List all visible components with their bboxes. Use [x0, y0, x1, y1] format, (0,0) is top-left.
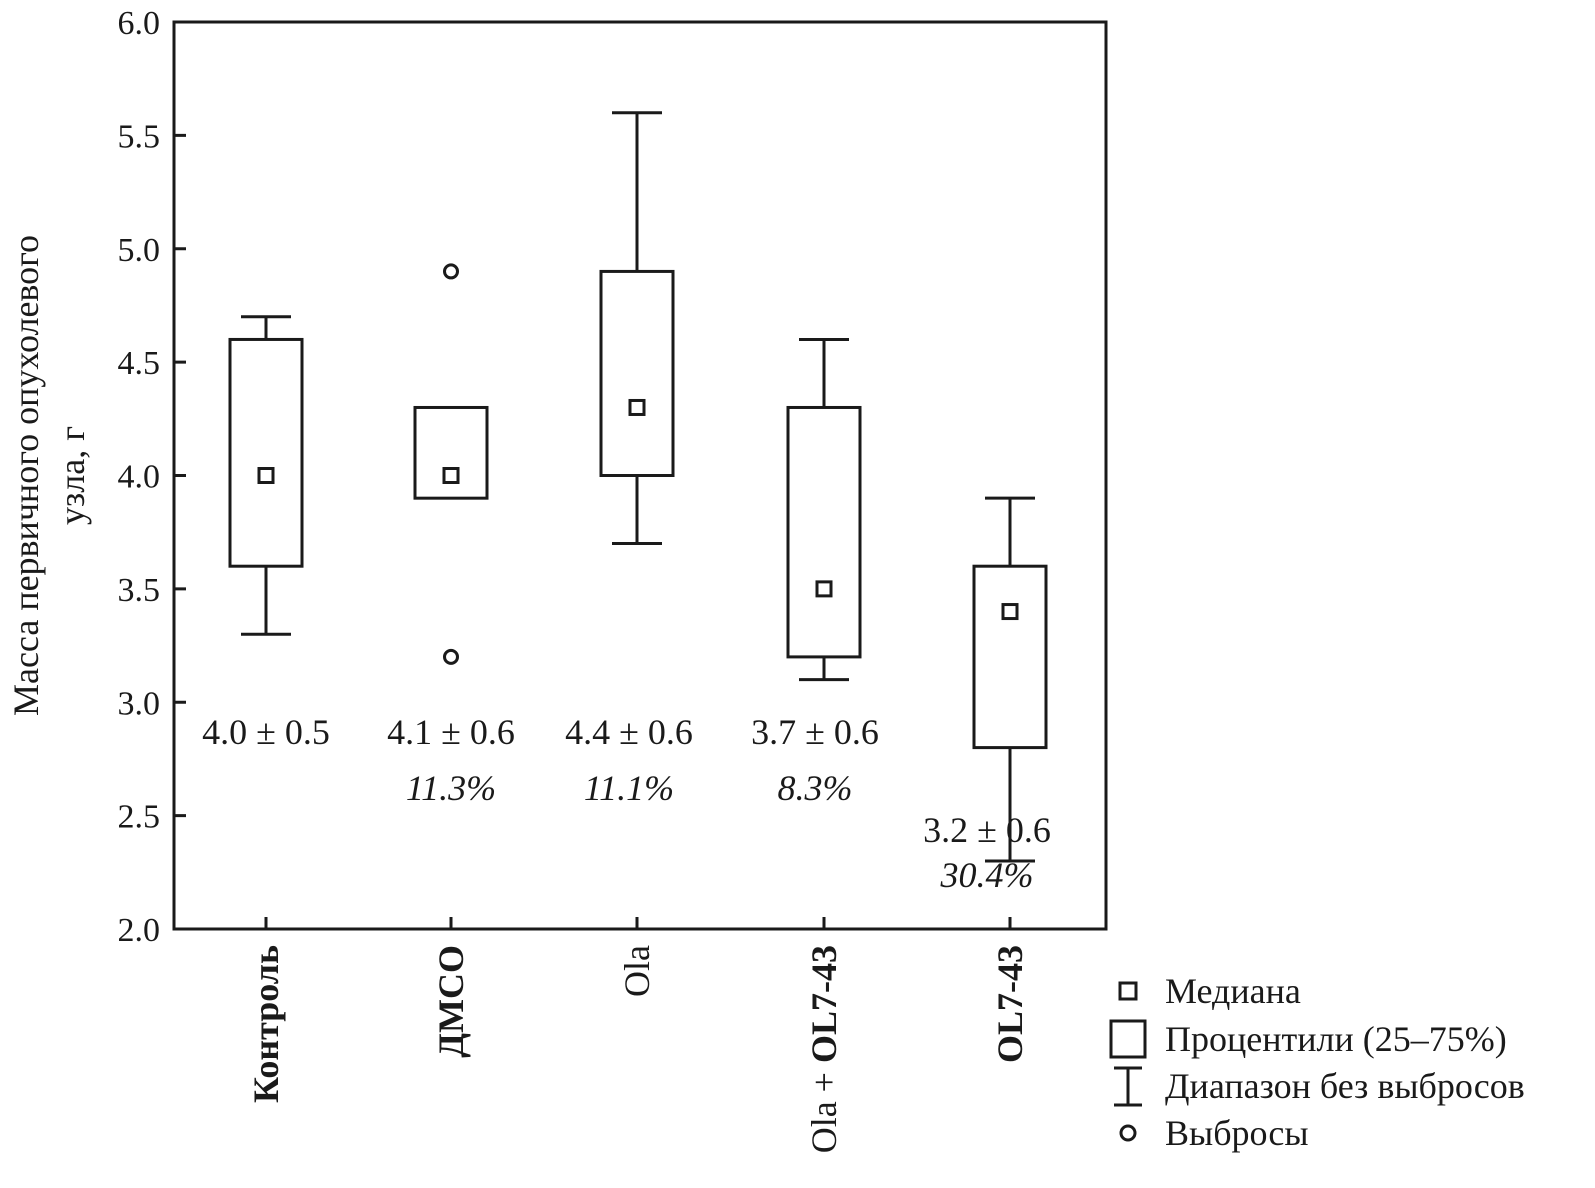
y-axis-title-line: узла, г — [52, 426, 92, 525]
legend-label: Медиана — [1165, 971, 1301, 1011]
legend-label: Процентили (25–75%) — [1165, 1019, 1507, 1059]
y-tick-label: 3.0 — [118, 685, 161, 722]
percent-label: 8.3% — [778, 768, 853, 808]
legend-item: Процентили (25–75%) — [1109, 1019, 1507, 1059]
y-tick-label: 3.5 — [118, 572, 161, 609]
x-category-label-part: OL7-43 — [990, 945, 1030, 1063]
mean-sd-label: 4.1 ± 0.6 — [387, 712, 515, 752]
box-series — [228, 111, 1048, 863]
y-axis-title-line: Масса первичного опухолевого — [6, 235, 46, 716]
x-category-label: Ola — [617, 945, 657, 997]
y-tick-label: 5.0 — [118, 232, 161, 269]
x-category-label-part: Ola — [617, 945, 657, 997]
outlier-point — [443, 263, 459, 280]
legend-item: Диапазон без выбросов — [1114, 1066, 1525, 1107]
median-marker — [257, 467, 275, 484]
median-marker — [1001, 603, 1019, 621]
box-group — [413, 263, 489, 665]
percent-label: 11.3% — [406, 768, 496, 808]
mean-sd-label: 3.7 ± 0.6 — [751, 712, 879, 752]
y-axis-title: Масса первичного опухолевого узла, г — [6, 235, 92, 716]
y-tick-label: 2.5 — [118, 799, 161, 836]
x-category-label-part: OL7-43 — [804, 945, 844, 1063]
iqr-box — [228, 337, 304, 568]
x-category-label-part: Ola + — [804, 1063, 844, 1153]
y-tick-label: 6.0 — [118, 5, 161, 42]
outlier-point — [443, 648, 459, 665]
iqr-box — [413, 405, 489, 500]
box-group — [972, 496, 1048, 863]
iqr-box — [599, 269, 675, 477]
stat-annotations: 4.0 ± 0.5 4.1 ± 0.6 11.3% 4.4 ± 0.6 11.1% 3.7… — [202, 712, 1051, 895]
legend-item: Выбросы — [1119, 1113, 1309, 1153]
box-group — [228, 315, 304, 636]
y-tick-label: 4.5 — [118, 345, 161, 382]
y-tick-label: 2.0 — [118, 912, 161, 949]
box-group — [599, 111, 675, 546]
percent-label: 30.4% — [940, 855, 1034, 895]
box-group — [786, 337, 862, 682]
legend-outlier-symbol — [1119, 1124, 1137, 1142]
median-marker — [628, 398, 646, 416]
x-category-label: Ola + OL7-43 — [804, 945, 844, 1153]
iqr-box — [786, 405, 862, 659]
mean-sd-label: 3.2 ± 0.6 — [923, 810, 1051, 850]
legend-item: Медиана — [1118, 971, 1301, 1011]
x-category-label-part: Контроль — [246, 945, 286, 1103]
y-tick-label: 4.0 — [118, 459, 161, 496]
iqr-box — [972, 564, 1048, 750]
x-category-label: OL7-43 — [990, 945, 1030, 1063]
percent-label: 11.1% — [584, 768, 674, 808]
mean-sd-label: 4.0 ± 0.5 — [202, 712, 330, 752]
x-category-label: Контроль — [246, 945, 286, 1103]
y-axis: 2.0 2.5 3.0 3.5 4.0 4.5 5.0 5.5 6.0 — [118, 5, 186, 949]
mean-sd-label: 4.4 ± 0.6 — [565, 712, 693, 752]
y-tick-label: 5.5 — [118, 118, 161, 155]
median-marker — [815, 580, 833, 598]
legend-label: Выбросы — [1165, 1113, 1309, 1153]
legend-box-symbol — [1109, 1019, 1147, 1059]
legend: Медиана Процентили (25–75%) Диапазон без в… — [1109, 971, 1525, 1153]
x-category-label: ДМСО — [431, 945, 471, 1058]
legend-label: Диапазон без выбросов — [1165, 1066, 1525, 1106]
x-category-label-part: ДМСО — [431, 945, 471, 1058]
median-marker — [442, 467, 460, 484]
legend-median-symbol — [1118, 981, 1138, 1001]
